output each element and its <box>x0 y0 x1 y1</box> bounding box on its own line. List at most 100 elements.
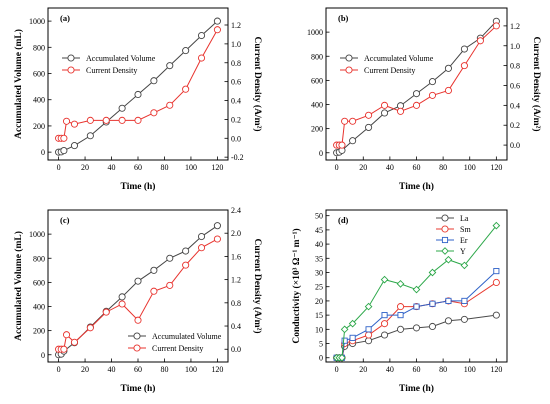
y2-tick-label: 1.2 <box>231 276 241 285</box>
data-point <box>428 78 437 86</box>
x-tick-label: 0 <box>57 365 61 374</box>
series-line <box>336 314 497 359</box>
panel-label: (a) <box>60 13 70 23</box>
data-point <box>70 338 79 346</box>
data-point <box>412 285 421 294</box>
legend-label: Current Density <box>152 344 203 353</box>
data-point <box>341 337 348 344</box>
panel-label: (d) <box>338 215 349 225</box>
y-axis-label: Conductivity (×10³ Ω⁻¹ m⁻¹) <box>291 228 302 343</box>
data-point <box>381 312 388 319</box>
data-point <box>381 101 389 109</box>
data-point <box>134 90 142 99</box>
y-tick-label: 25 <box>315 283 323 292</box>
y-tick-label: 800 <box>311 52 323 61</box>
data-point <box>492 221 501 230</box>
x-tick-label: 0 <box>57 163 61 172</box>
y2-tick-label: 0.8 <box>231 299 241 308</box>
data-point <box>492 22 500 30</box>
data-point <box>70 142 79 150</box>
x-axis-label: Time (h) <box>121 383 156 394</box>
data-point <box>460 62 468 70</box>
x-tick-label: 60 <box>413 163 421 172</box>
y-tick-label: 20 <box>315 297 323 306</box>
data-point <box>492 278 500 286</box>
legend: Accumulated Volume Current Density <box>340 54 434 75</box>
series-current-density <box>333 22 500 149</box>
y-tick-label: 10 <box>315 325 323 334</box>
legend: La Sm Er Y <box>436 214 471 256</box>
data-point <box>380 275 389 284</box>
data-point <box>428 268 437 277</box>
y2-tick-label: 0.2 <box>231 115 241 124</box>
data-point <box>461 297 468 304</box>
data-point <box>118 116 126 124</box>
data-point <box>338 353 346 362</box>
data-point <box>444 64 452 72</box>
data-point <box>381 320 389 328</box>
data-point <box>412 90 421 98</box>
series-er <box>333 268 500 361</box>
x-tick-label: 120 <box>211 365 223 374</box>
data-point <box>396 303 405 311</box>
data-point <box>349 137 357 145</box>
data-point <box>150 266 158 274</box>
data-point <box>348 319 357 328</box>
y2-axis-label: Current Density (A/m²) <box>252 36 263 131</box>
y2-tick-label: 0.2 <box>510 121 520 130</box>
y-tick-label: 35 <box>315 254 323 263</box>
panel-label: (b) <box>338 13 349 23</box>
legend-marker <box>133 344 141 352</box>
y-axis-label: Accumulated Volume (mL) <box>13 29 24 139</box>
series-accumulated-volume <box>333 17 500 157</box>
x-tick-label: 20 <box>81 365 89 374</box>
x-tick-label: 100 <box>464 365 476 374</box>
data-point <box>396 107 405 115</box>
data-point <box>340 325 349 334</box>
data-point <box>397 312 404 319</box>
data-point <box>365 123 373 131</box>
data-point <box>213 26 221 34</box>
chart-panel-c: 0 20 40 60 80 100 120 0 200 400 600 800 1000 0.0 0.4 0.… <box>13 206 263 394</box>
data-point <box>62 117 71 125</box>
y-tick-label: 600 <box>33 70 45 79</box>
x-tick-label: 20 <box>81 163 89 172</box>
y-tick-label: 50 <box>315 212 323 221</box>
y-tick-label: 0 <box>41 351 45 360</box>
data-point <box>396 325 405 333</box>
x-tick-label: 80 <box>439 365 447 374</box>
x-axis-label: Time (h) <box>399 383 434 394</box>
data-point <box>460 261 469 270</box>
y2-tick-label: 0.0 <box>231 134 241 143</box>
x-tick-label: 100 <box>464 163 476 172</box>
data-point <box>365 111 373 119</box>
series-y <box>332 221 501 362</box>
y2-tick-label: 1.2 <box>510 22 520 31</box>
y2-tick-label: 2.0 <box>231 229 241 238</box>
y2-tick-label: 0.6 <box>510 81 520 90</box>
data-point <box>213 235 221 243</box>
data-point <box>150 287 158 295</box>
data-point <box>86 116 94 124</box>
x-tick-label: 60 <box>413 365 421 374</box>
legend-marker <box>345 54 353 62</box>
x-tick-label: 60 <box>134 365 142 374</box>
data-point <box>182 47 190 55</box>
data-point <box>134 116 142 124</box>
data-point <box>444 255 453 264</box>
y2-axis-label: Current Density (A/m²) <box>531 36 542 131</box>
y-tick-label: 400 <box>311 101 323 110</box>
chart-panel-d: 0 20 40 60 80 100 120 0 5 10 15 20 25 30 35 40 45 50 Time … <box>291 209 508 394</box>
y2-tick-label: 1.0 <box>510 42 520 51</box>
y2-tick-label: 1.2 <box>231 21 241 30</box>
plot-frame <box>47 7 229 161</box>
data-point <box>349 334 356 341</box>
chart-panel-a: 0 20 40 60 80 100 120 0 200 400 600 800 1000 -0.2 0.0 0… <box>13 7 263 192</box>
y-tick-label: 800 <box>33 43 45 52</box>
legend-marker <box>133 332 141 340</box>
y-tick-label: 800 <box>33 254 45 263</box>
y-axis-label: Accumulated Volume (mL) <box>13 231 24 341</box>
data-point <box>70 120 79 128</box>
legend-marker <box>441 214 449 222</box>
